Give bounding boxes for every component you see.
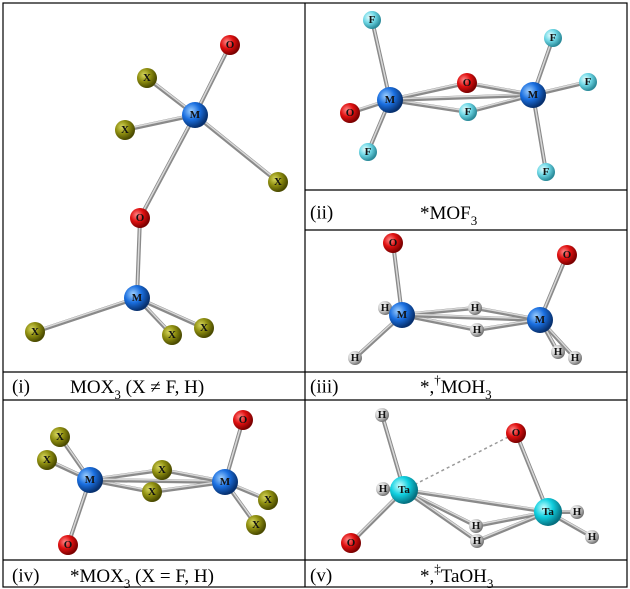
atom-label: H	[351, 352, 360, 364]
atom-label: O	[136, 212, 145, 224]
atom-label: H	[379, 483, 388, 495]
atom-label: X	[252, 519, 260, 531]
bond	[35, 298, 137, 332]
atom-label: M	[528, 89, 539, 101]
atom-label: H	[554, 346, 563, 358]
atom-label: X	[43, 454, 51, 466]
caption-label: (v)	[310, 566, 332, 587]
formula-part: (X = F, H)	[130, 566, 214, 587]
atom-label: O	[226, 39, 235, 51]
caption-formula: *MOF3	[420, 203, 477, 229]
atom-label: H	[381, 302, 390, 314]
atom-label: H	[472, 520, 481, 532]
formula-part: TaOH	[441, 566, 487, 587]
atom-label: M	[190, 109, 201, 121]
atom-label: O	[512, 427, 521, 439]
atom-label: F	[369, 14, 376, 26]
atom-label: F	[585, 76, 592, 88]
atom-label: H	[573, 506, 582, 518]
atom-label: H	[473, 535, 482, 547]
atom-label: F	[550, 32, 557, 44]
bond	[195, 115, 278, 182]
atom-label: M	[220, 476, 231, 488]
atom-label: M	[535, 314, 546, 326]
atom-label: O	[389, 237, 398, 249]
atom-label: X	[158, 464, 166, 476]
atom-label: O	[346, 107, 355, 119]
caption-formula: *MOX3 (X = F, H)	[70, 566, 214, 589]
atom-label: M	[132, 292, 143, 304]
atom-label: O	[239, 414, 248, 426]
atom-label: X	[148, 486, 156, 498]
atom-label: M	[85, 474, 96, 486]
figure: OXMXXOMXXXFFOMMFOFFFOOHMHHMHHHXOXXMMXXXO…	[0, 0, 630, 589]
atom-label: H	[588, 531, 597, 543]
caption-label: (i)	[12, 377, 30, 398]
atom-label: O	[463, 77, 472, 89]
molecule: O X M X X O M X X X	[25, 35, 288, 345]
atom-label: M	[397, 309, 408, 321]
caption-label: (ii)	[310, 203, 333, 224]
atom-label: Ta	[542, 506, 554, 518]
atom-label: H	[378, 409, 387, 421]
formula-part: *,	[420, 566, 434, 587]
atom-label: X	[121, 124, 129, 136]
dashed-bond	[404, 433, 516, 490]
atom-label: F	[543, 166, 550, 178]
bond-highlight	[140, 114, 195, 217]
caption-label: (iii)	[310, 377, 339, 398]
formula-part: MOH	[441, 377, 486, 398]
formula-part: *MOF	[420, 203, 471, 224]
molecule: F F O M M F O F F F	[340, 11, 597, 181]
atom-label: O	[64, 539, 73, 551]
subscript: 3	[471, 213, 478, 228]
atom-label: H	[471, 302, 480, 314]
bond-highlight	[372, 19, 390, 99]
formula-part: MOX	[70, 377, 115, 398]
molecule: HOHTaTaHHHHO	[341, 408, 599, 553]
atom-label: F	[365, 146, 372, 158]
atom-label: X	[200, 322, 208, 334]
atom-label: O	[563, 249, 572, 261]
subscript: 3	[485, 387, 492, 402]
atom-label: X	[274, 176, 282, 188]
caption-formula: *,†MOH3	[420, 372, 492, 402]
atom-label: F	[465, 106, 472, 118]
atom-label: M	[385, 94, 396, 106]
atom-label: X	[56, 431, 64, 443]
atom-label: Ta	[398, 484, 410, 496]
atom-label: X	[168, 329, 176, 341]
atom-label: H	[473, 324, 482, 336]
subscript: 3	[487, 576, 494, 589]
atom-label: O	[347, 537, 356, 549]
bond-highlight	[35, 297, 137, 331]
atom-label: X	[31, 326, 39, 338]
atom-label: H	[571, 352, 580, 364]
atom-label: X	[143, 72, 151, 84]
formula-part: (X ≠ F, H)	[121, 377, 204, 398]
atom-label: X	[264, 494, 272, 506]
caption-formula: MOX3 (X ≠ F, H)	[70, 377, 204, 403]
bond-highlight	[195, 114, 278, 181]
formula-part: *,	[420, 377, 434, 398]
formula-part: *MOX	[70, 566, 124, 587]
caption-formula: *,‡TaOH3	[420, 561, 493, 589]
caption-label: (iv)	[12, 566, 39, 587]
